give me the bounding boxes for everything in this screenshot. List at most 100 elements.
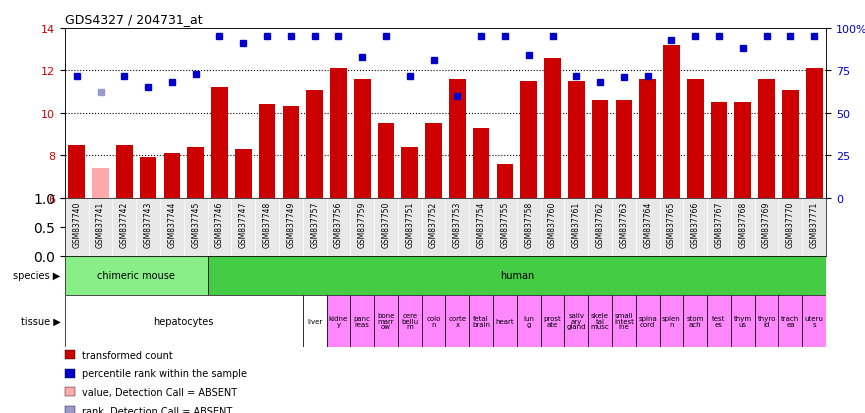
- Text: spina
cord: spina cord: [638, 316, 657, 327]
- Text: GSM837756: GSM837756: [334, 201, 343, 247]
- Text: GSM837757: GSM837757: [311, 201, 319, 247]
- Text: GSM837763: GSM837763: [619, 201, 628, 247]
- Text: GSM837744: GSM837744: [168, 201, 176, 247]
- Text: GSM837760: GSM837760: [548, 201, 557, 247]
- Text: lun
g: lun g: [523, 316, 535, 327]
- Bar: [731, 295, 754, 347]
- Bar: [592, 101, 608, 198]
- Text: value, Detection Call = ABSENT: value, Detection Call = ABSENT: [82, 387, 237, 397]
- Text: GSM837743: GSM837743: [144, 201, 152, 247]
- Text: skele
tal
musc: skele tal musc: [591, 313, 610, 330]
- Bar: [759, 80, 775, 198]
- Bar: [426, 124, 442, 198]
- Bar: [493, 295, 517, 347]
- Bar: [68, 145, 85, 198]
- Text: human: human: [500, 271, 534, 281]
- Bar: [521, 82, 537, 198]
- Bar: [259, 105, 275, 198]
- Bar: [445, 295, 469, 347]
- Text: GSM837740: GSM837740: [73, 201, 81, 247]
- Text: stom
ach: stom ach: [687, 316, 704, 327]
- Text: cere
bellu
m: cere bellu m: [401, 313, 419, 330]
- Text: GSM837759: GSM837759: [358, 201, 367, 247]
- Bar: [639, 80, 656, 198]
- Text: corte
x: corte x: [448, 316, 466, 327]
- Text: GSM837769: GSM837769: [762, 201, 771, 247]
- Text: colo
n: colo n: [426, 316, 441, 327]
- Bar: [140, 158, 157, 198]
- Bar: [663, 46, 680, 198]
- Text: GSM837768: GSM837768: [739, 201, 747, 247]
- Bar: [211, 88, 227, 198]
- Bar: [163, 154, 180, 198]
- Bar: [612, 295, 636, 347]
- Bar: [469, 295, 493, 347]
- Bar: [683, 295, 708, 347]
- Text: rank, Detection Call = ABSENT: rank, Detection Call = ABSENT: [82, 406, 233, 413]
- Text: GSM837752: GSM837752: [429, 201, 438, 247]
- Text: GSM837747: GSM837747: [239, 201, 247, 247]
- Bar: [803, 295, 826, 347]
- Text: GSM837767: GSM837767: [714, 201, 723, 247]
- Text: GSM837749: GSM837749: [286, 201, 295, 247]
- Text: chimeric mouse: chimeric mouse: [97, 271, 176, 281]
- Text: tissue ▶: tissue ▶: [21, 316, 61, 326]
- Text: GSM837758: GSM837758: [524, 201, 533, 247]
- Text: GSM837746: GSM837746: [215, 201, 224, 247]
- Text: GSM837753: GSM837753: [453, 201, 462, 247]
- Text: GSM837754: GSM837754: [477, 201, 485, 247]
- Bar: [208, 256, 826, 295]
- Bar: [283, 107, 299, 198]
- Text: percentile rank within the sample: percentile rank within the sample: [82, 368, 247, 378]
- Text: GSM837745: GSM837745: [191, 201, 200, 247]
- Text: small
intest
ine: small intest ine: [614, 313, 634, 330]
- Bar: [754, 295, 778, 347]
- Text: fetal
brain: fetal brain: [472, 316, 490, 327]
- Bar: [588, 295, 612, 347]
- Text: GSM837765: GSM837765: [667, 201, 676, 247]
- Bar: [374, 295, 398, 347]
- Text: GSM837750: GSM837750: [381, 201, 390, 247]
- Text: GSM837771: GSM837771: [810, 201, 818, 247]
- Text: GSM837741: GSM837741: [96, 201, 105, 247]
- Bar: [564, 295, 588, 347]
- Bar: [330, 69, 347, 198]
- Text: saliv
ary
gland: saliv ary gland: [567, 313, 586, 330]
- Bar: [65, 256, 208, 295]
- Text: thym
us: thym us: [734, 316, 752, 327]
- Bar: [378, 124, 394, 198]
- Text: kidne
y: kidne y: [329, 316, 348, 327]
- Text: hepatocytes: hepatocytes: [154, 316, 214, 326]
- Bar: [350, 295, 375, 347]
- Text: heart: heart: [496, 318, 515, 324]
- Bar: [93, 169, 109, 198]
- Text: panc
reas: panc reas: [354, 316, 371, 327]
- Bar: [235, 150, 252, 198]
- Bar: [116, 145, 132, 198]
- Bar: [541, 295, 565, 347]
- Text: GDS4327 / 204731_at: GDS4327 / 204731_at: [65, 13, 202, 26]
- Text: GSM837755: GSM837755: [501, 201, 509, 247]
- Bar: [544, 59, 561, 198]
- Bar: [778, 295, 803, 347]
- Text: GSM837762: GSM837762: [596, 201, 605, 247]
- Text: thyro
id: thyro id: [758, 316, 776, 327]
- Text: liver: liver: [307, 318, 323, 324]
- Bar: [782, 90, 798, 198]
- Text: GSM837766: GSM837766: [691, 201, 700, 247]
- Text: GSM837764: GSM837764: [644, 201, 652, 247]
- Text: transformed count: transformed count: [82, 350, 173, 360]
- Bar: [354, 80, 370, 198]
- Bar: [660, 295, 683, 347]
- Bar: [473, 128, 490, 198]
- Bar: [188, 147, 204, 198]
- Bar: [636, 295, 660, 347]
- Bar: [806, 69, 823, 198]
- Text: trach
ea: trach ea: [781, 316, 799, 327]
- Bar: [734, 103, 751, 198]
- Bar: [708, 295, 731, 347]
- Bar: [616, 101, 632, 198]
- Bar: [401, 147, 418, 198]
- Bar: [422, 295, 445, 347]
- Text: GSM837748: GSM837748: [263, 201, 272, 247]
